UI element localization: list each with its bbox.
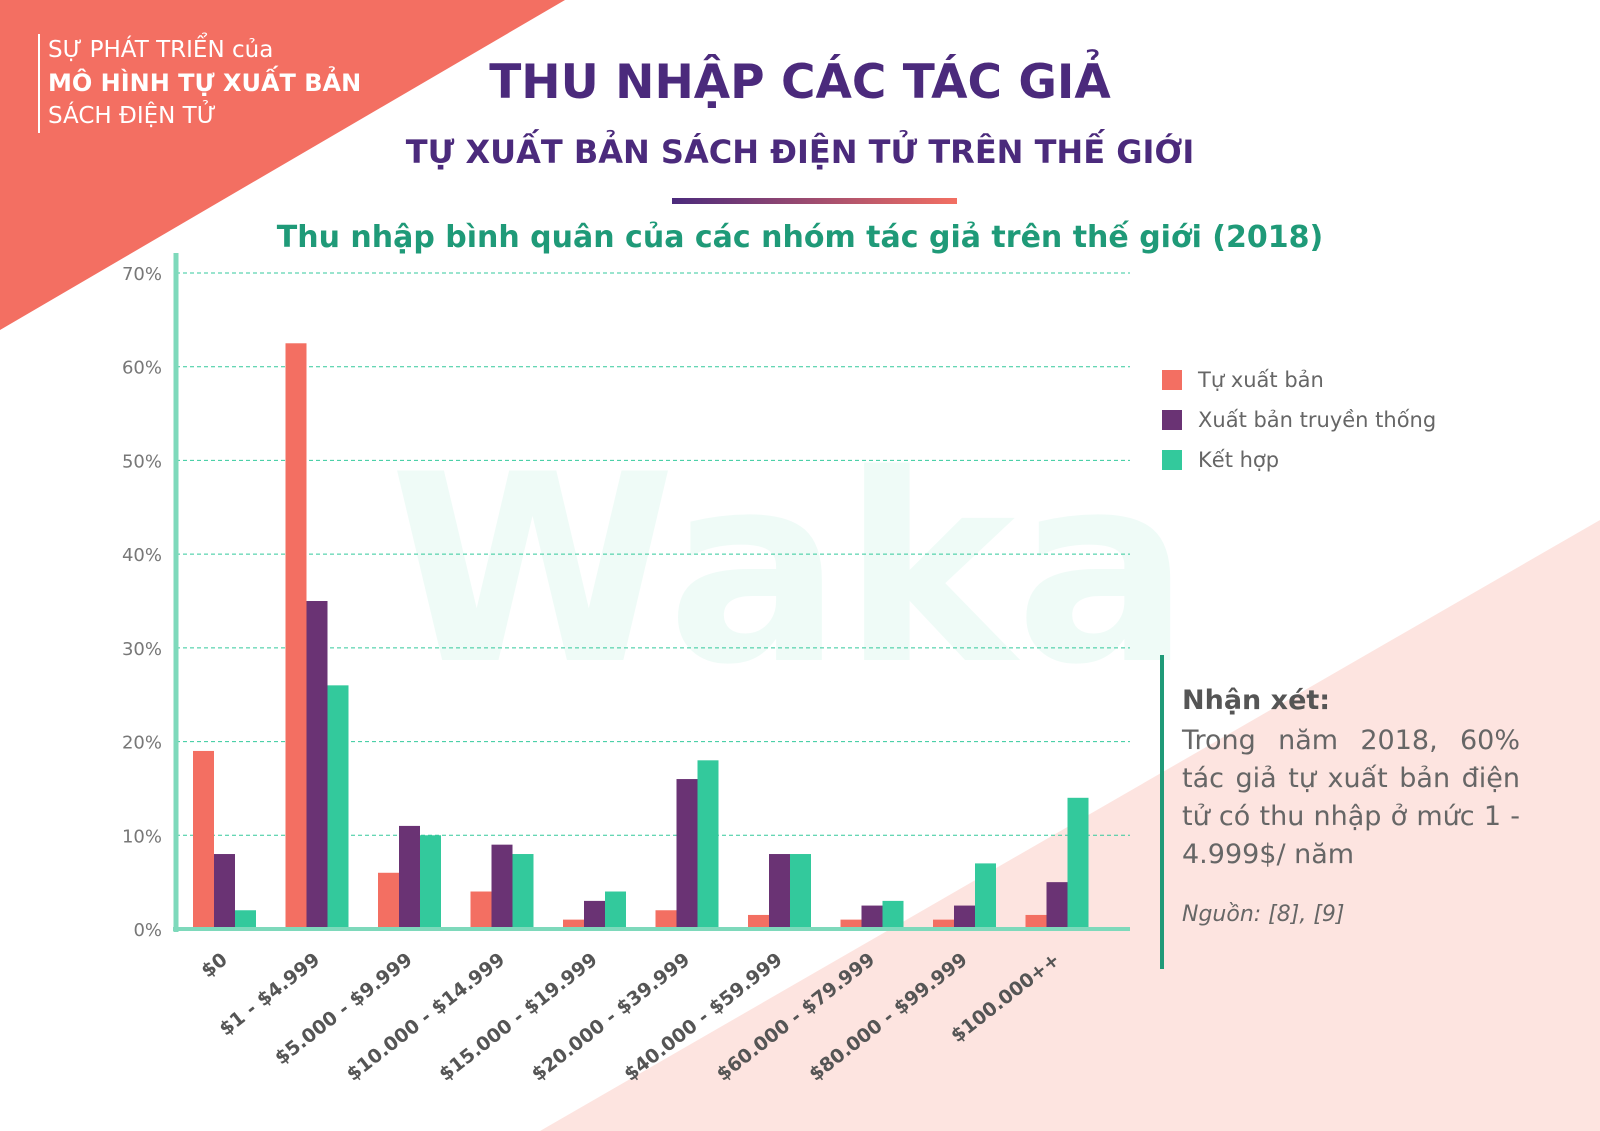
legend-item-self-published: Tự xuất bản [1162, 360, 1436, 400]
y-tick-label-40: 40% [122, 545, 162, 566]
bar-self-published-8 [933, 919, 954, 929]
legend-label-self-published: Tự xuất bản [1198, 368, 1324, 392]
legend-swatch-self-published [1162, 370, 1182, 390]
bar-hybrid-3 [512, 854, 534, 929]
legend-label-hybrid: Kết hợp [1198, 448, 1280, 472]
comment-source: Nguồn: [8], [9] [1182, 902, 1345, 927]
legend-label-traditional: Xuất bản truyền thống [1198, 408, 1437, 432]
x-tick-label-8: $80.000 - $99.999 [805, 949, 972, 1086]
bar-hybrid-7 [882, 900, 904, 929]
coral-corner-shape [0, 0, 565, 330]
comment-box: Nhận xét: Trong năm 2018, 60% tác giả tự… [1160, 655, 1520, 969]
x-tick-label-5: $20.000 - $39.999 [527, 949, 694, 1086]
legend-item-hybrid: Kết hợp [1162, 440, 1436, 480]
series-label-line-3: SÁCH ĐIỆN TỬ [48, 103, 217, 129]
bar-traditional-1 [306, 601, 328, 929]
bar-self-published-7 [840, 919, 862, 929]
bar-self-published-9 [1025, 914, 1047, 929]
legend-swatch-traditional [1162, 410, 1182, 430]
series-label-line-2: MÔ HÌNH TỰ XUẤT BẢN [48, 69, 362, 97]
x-tick-label-3: $10.000 - $14.999 [342, 949, 509, 1086]
main-title: THU NHẬP CÁC TÁC GIẢ [489, 55, 1111, 110]
bar-hybrid-0 [235, 910, 256, 929]
y-tick-label-70: 70% [122, 264, 162, 285]
bar-traditional-8 [954, 905, 975, 929]
series-label-line-1: SỰ PHÁT TRIỂN của [48, 37, 274, 63]
bar-traditional-9 [1046, 882, 1068, 929]
y-tick-label-20: 20% [122, 733, 162, 754]
comment-title: Nhận xét: [1182, 685, 1331, 716]
bar-self-published-2 [378, 872, 399, 929]
legend-swatch-hybrid [1162, 450, 1182, 470]
bar-hybrid-9 [1067, 797, 1089, 929]
bar-traditional-6 [769, 854, 790, 929]
bar-traditional-7 [861, 905, 883, 929]
bar-hybrid-4 [605, 891, 626, 929]
bar-self-published-0 [193, 750, 214, 929]
title-divider [672, 198, 957, 204]
comment-body: Trong năm 2018, 60% tác giả tự xuất bản … [1182, 725, 1520, 870]
watermark-logo: Waka [389, 420, 1190, 722]
sub-title: TỰ XUẤT BẢN SÁCH ĐIỆN TỬ TRÊN THẾ GIỚI [405, 133, 1195, 171]
x-tick-label-6: $40.000 - $59.999 [620, 949, 787, 1086]
x-tick-label-4: $15.000 - $19.999 [435, 949, 602, 1086]
bar-traditional-4 [584, 900, 605, 929]
chart-legend: Tự xuất bản Xuất bản truyền thống Kết hợ… [1162, 360, 1436, 480]
x-tick-label-7: $60.000 - $79.999 [712, 949, 879, 1086]
bar-hybrid-8 [975, 863, 996, 929]
bar-traditional-3 [491, 844, 513, 929]
legend-item-traditional: Xuất bản truyền thống [1162, 400, 1436, 440]
x-tick-label-0: $0 [197, 949, 231, 983]
bar-hybrid-6 [790, 854, 811, 929]
bar-self-published-5 [655, 910, 677, 929]
chart-title: Thu nhập bình quân của các nhóm tác giả … [276, 220, 1324, 255]
bar-hybrid-2 [420, 835, 441, 929]
bar-hybrid-1 [327, 685, 349, 929]
series-label: SỰ PHÁT TRIỂN của MÔ HÌNH TỰ XUẤT BẢN SÁ… [38, 34, 448, 133]
bar-self-published-6 [748, 914, 769, 929]
y-tick-label-50: 50% [122, 451, 162, 472]
bar-hybrid-5 [697, 760, 719, 929]
y-tick-label-10: 10% [122, 826, 162, 847]
bar-traditional-5 [676, 779, 698, 929]
y-tick-label-60: 60% [122, 358, 162, 379]
bar-self-published-4 [563, 919, 584, 929]
bar-self-published-3 [470, 891, 492, 929]
bar-traditional-0 [214, 854, 235, 929]
bar-traditional-2 [399, 825, 420, 929]
y-tick-label-0: 0% [133, 920, 162, 941]
y-tick-label-30: 30% [122, 639, 162, 660]
bar-self-published-1 [285, 343, 307, 929]
